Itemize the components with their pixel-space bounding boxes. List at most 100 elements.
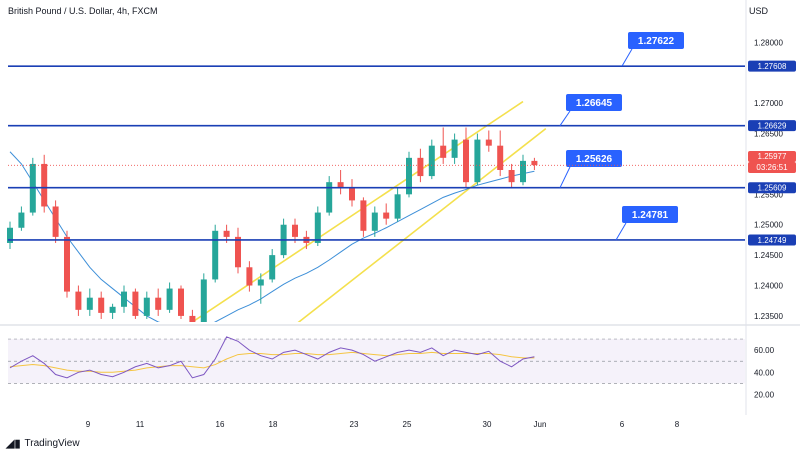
level-callout-box	[566, 150, 622, 167]
candle-body	[212, 230, 219, 280]
level-callout-label: 1.24781	[632, 210, 669, 221]
candle	[463, 127, 469, 189]
level-axis-badge	[748, 182, 796, 194]
level-callout-pointer	[621, 48, 633, 67]
candle-body	[337, 182, 344, 189]
y-tick-label: 1.27000	[754, 99, 783, 108]
level-callout-pointer	[559, 166, 571, 188]
candle-body	[508, 170, 515, 183]
candle	[109, 303, 116, 319]
level-callout-box	[628, 32, 684, 49]
candle	[280, 218, 287, 259]
candle-body	[178, 288, 184, 316]
candle	[394, 188, 401, 222]
candle	[143, 291, 150, 319]
rsi-tick-label: 40.00	[754, 368, 775, 377]
x-tick-label: 25	[403, 420, 412, 429]
level-axis-badge	[748, 234, 796, 246]
candle	[485, 130, 492, 152]
level-callout-pointer	[615, 222, 627, 241]
candle-body	[121, 291, 127, 307]
tradingview-branding[interactable]: ◢▮ TradingView	[6, 437, 80, 450]
candle	[417, 148, 424, 183]
bar-countdown-label: 03:26:51	[748, 162, 796, 173]
level-axis-label: 1.27608	[758, 62, 787, 71]
tradingview-logo-icon: ◢▮	[6, 438, 21, 450]
level-axis-label: 1.26629	[758, 122, 787, 131]
rsi-tick-label: 20.00	[754, 390, 775, 399]
candle	[371, 206, 378, 237]
x-tick-label: 9	[86, 420, 91, 429]
x-tick-label: 11	[136, 420, 145, 429]
candle	[451, 133, 458, 164]
candle-body	[166, 288, 173, 310]
candle	[360, 197, 367, 237]
candle-body	[520, 160, 526, 183]
level-axis-label: 1.25609	[758, 184, 787, 193]
candle-body	[349, 188, 355, 201]
candle-body	[155, 297, 162, 310]
x-tick-label: 18	[269, 420, 278, 429]
candle-body	[200, 279, 207, 322]
candle-body	[235, 236, 241, 268]
candle-body	[360, 200, 367, 231]
candle-body	[143, 297, 150, 316]
candle	[29, 157, 36, 216]
price-pane	[7, 100, 547, 322]
x-tick-label: 6	[620, 420, 625, 429]
candle-body	[394, 194, 401, 219]
candle-body	[326, 182, 333, 213]
candle	[178, 285, 184, 319]
candle	[326, 176, 333, 216]
chart-title: British Pound / U.S. Dollar, 4h, FXCM	[8, 6, 158, 16]
candle-body	[371, 212, 378, 231]
candle	[474, 133, 481, 186]
candle-body	[406, 157, 412, 195]
candle-body	[246, 267, 253, 286]
candle-body	[269, 255, 276, 280]
level-callout-box	[566, 94, 622, 111]
candle	[406, 151, 412, 198]
y-tick-label: 1.24500	[754, 251, 783, 260]
candle-body	[463, 139, 469, 183]
candle-body	[52, 206, 59, 237]
candle-body	[18, 212, 25, 228]
level-axis-label: 1.24749	[758, 236, 787, 245]
candle-body	[474, 139, 481, 183]
y-tick-label: 1.25500	[754, 190, 783, 199]
candle-body	[7, 227, 13, 243]
x-tick-label: Jun	[534, 420, 547, 429]
candle	[41, 154, 48, 213]
candle-body	[428, 145, 435, 177]
candle-body	[223, 230, 230, 237]
candle-body	[132, 291, 139, 316]
candle-body	[64, 236, 70, 292]
candle	[98, 291, 105, 319]
candle	[497, 130, 504, 177]
level-callout-label: 1.25626	[576, 154, 613, 165]
y-tick-label: 1.28000	[754, 38, 783, 47]
level-callout-box	[622, 206, 678, 223]
candle	[292, 218, 298, 243]
level-axis-badge	[748, 120, 796, 132]
candle-body	[451, 139, 458, 158]
x-tick-label: 8	[675, 420, 680, 429]
moving-average-line	[9, 151, 535, 322]
candle	[18, 206, 25, 231]
level-callout-pointer	[559, 110, 571, 126]
candle	[212, 224, 219, 283]
currency-label: USD	[748, 6, 768, 16]
y-tick-label: 1.25000	[754, 221, 783, 230]
channel-lower-line	[297, 127, 547, 322]
candle	[440, 127, 447, 164]
candle-body	[86, 297, 93, 310]
candle	[155, 288, 162, 316]
brand-name: TradingView	[24, 438, 80, 449]
y-tick-label: 1.26500	[754, 130, 783, 139]
rsi-line	[9, 336, 535, 379]
candle	[246, 261, 253, 292]
candle	[520, 154, 526, 186]
candle-body	[109, 306, 116, 313]
candle-body	[440, 145, 447, 158]
